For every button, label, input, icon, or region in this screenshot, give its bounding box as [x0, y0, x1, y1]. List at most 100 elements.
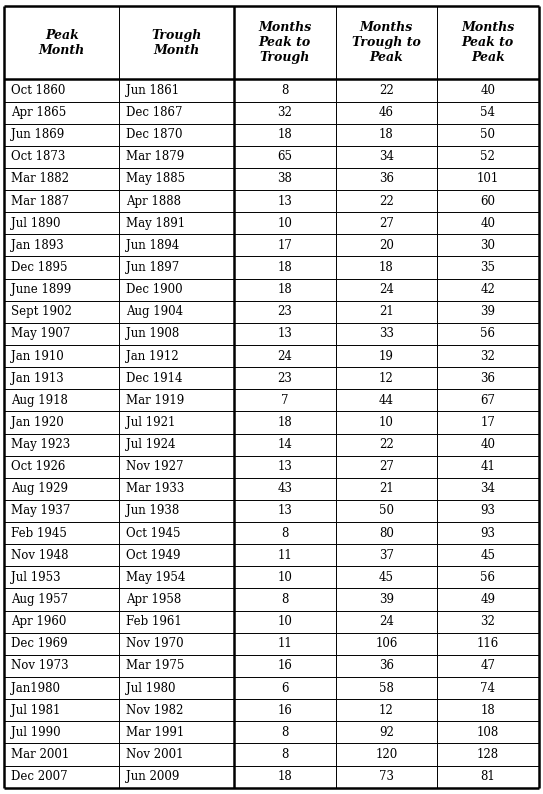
- Text: Jun 1897: Jun 1897: [127, 261, 180, 274]
- Text: Jul 1921: Jul 1921: [127, 416, 175, 429]
- Text: Oct 1945: Oct 1945: [127, 526, 181, 540]
- Bar: [336, 102, 437, 124]
- Text: Nov 1973: Nov 1973: [11, 660, 69, 673]
- Text: Oct 1860: Oct 1860: [11, 84, 66, 97]
- Text: Trough
Month: Trough Month: [151, 29, 202, 57]
- Text: Jul 1981: Jul 1981: [11, 703, 61, 717]
- Bar: [336, 743, 437, 765]
- Bar: [4, 389, 119, 411]
- Text: 65: 65: [277, 150, 292, 164]
- Text: Apr 1888: Apr 1888: [127, 195, 181, 207]
- Text: 73: 73: [379, 770, 394, 783]
- Bar: [234, 743, 336, 765]
- Bar: [4, 323, 119, 345]
- Bar: [119, 190, 234, 212]
- Text: 18: 18: [277, 770, 292, 783]
- Bar: [437, 367, 539, 389]
- Text: May 1954: May 1954: [127, 571, 186, 584]
- Bar: [234, 411, 336, 434]
- Text: 30: 30: [481, 239, 495, 252]
- Bar: [234, 190, 336, 212]
- Text: 33: 33: [379, 327, 394, 341]
- Text: 11: 11: [277, 638, 292, 650]
- Text: May 1891: May 1891: [127, 217, 185, 229]
- Bar: [437, 411, 539, 434]
- Text: Aug 1918: Aug 1918: [11, 394, 68, 407]
- Text: Dec 1895: Dec 1895: [11, 261, 68, 274]
- Text: 56: 56: [481, 571, 495, 584]
- Bar: [336, 633, 437, 655]
- Text: Nov 1970: Nov 1970: [127, 638, 184, 650]
- Text: June 1899: June 1899: [11, 283, 72, 296]
- Text: 10: 10: [379, 416, 394, 429]
- Bar: [4, 301, 119, 323]
- Text: 50: 50: [379, 504, 394, 518]
- Text: Jun 1894: Jun 1894: [127, 239, 180, 252]
- Bar: [234, 301, 336, 323]
- Text: 20: 20: [379, 239, 394, 252]
- Bar: [234, 367, 336, 389]
- Bar: [336, 765, 437, 788]
- Bar: [437, 212, 539, 234]
- Bar: [336, 168, 437, 190]
- Bar: [234, 434, 336, 456]
- Text: 27: 27: [379, 217, 394, 229]
- Bar: [234, 79, 336, 102]
- Bar: [336, 434, 437, 456]
- Bar: [4, 588, 119, 611]
- Bar: [437, 146, 539, 168]
- Bar: [336, 478, 437, 500]
- Text: 60: 60: [481, 195, 495, 207]
- Bar: [119, 434, 234, 456]
- Text: 41: 41: [481, 461, 495, 473]
- Text: Dec 1900: Dec 1900: [127, 283, 183, 296]
- Text: 24: 24: [379, 615, 394, 628]
- Text: 116: 116: [477, 638, 499, 650]
- Bar: [437, 102, 539, 124]
- Bar: [336, 677, 437, 699]
- Text: Apr 1865: Apr 1865: [11, 106, 67, 119]
- Text: 21: 21: [379, 306, 394, 318]
- Text: Mar 1887: Mar 1887: [11, 195, 70, 207]
- Bar: [4, 633, 119, 655]
- Bar: [119, 721, 234, 743]
- Text: 47: 47: [481, 660, 495, 673]
- Text: Apr 1958: Apr 1958: [127, 593, 181, 606]
- Bar: [119, 743, 234, 765]
- Bar: [234, 633, 336, 655]
- Text: Mar 1879: Mar 1879: [127, 150, 185, 164]
- Bar: [119, 389, 234, 411]
- Bar: [437, 389, 539, 411]
- Text: 108: 108: [477, 726, 499, 738]
- Bar: [437, 500, 539, 522]
- Text: 10: 10: [277, 615, 292, 628]
- Bar: [119, 168, 234, 190]
- Text: 40: 40: [481, 217, 495, 229]
- Text: 13: 13: [277, 461, 292, 473]
- Text: Oct 1949: Oct 1949: [127, 549, 181, 561]
- Bar: [234, 522, 336, 544]
- Bar: [336, 212, 437, 234]
- Text: 22: 22: [379, 438, 394, 451]
- Bar: [336, 6, 437, 79]
- Bar: [437, 765, 539, 788]
- Text: Dec 1867: Dec 1867: [127, 106, 183, 119]
- Bar: [4, 500, 119, 522]
- Bar: [437, 345, 539, 367]
- Text: Mar 1882: Mar 1882: [11, 172, 70, 186]
- Text: 106: 106: [375, 638, 397, 650]
- Bar: [119, 124, 234, 146]
- Text: 19: 19: [379, 349, 394, 363]
- Bar: [119, 6, 234, 79]
- Bar: [336, 146, 437, 168]
- Bar: [336, 124, 437, 146]
- Text: 13: 13: [277, 195, 292, 207]
- Text: 8: 8: [281, 526, 288, 540]
- Bar: [234, 124, 336, 146]
- Bar: [437, 6, 539, 79]
- Bar: [234, 146, 336, 168]
- Bar: [234, 456, 336, 478]
- Bar: [437, 190, 539, 212]
- Text: Mar 1919: Mar 1919: [127, 394, 185, 407]
- Text: 8: 8: [281, 593, 288, 606]
